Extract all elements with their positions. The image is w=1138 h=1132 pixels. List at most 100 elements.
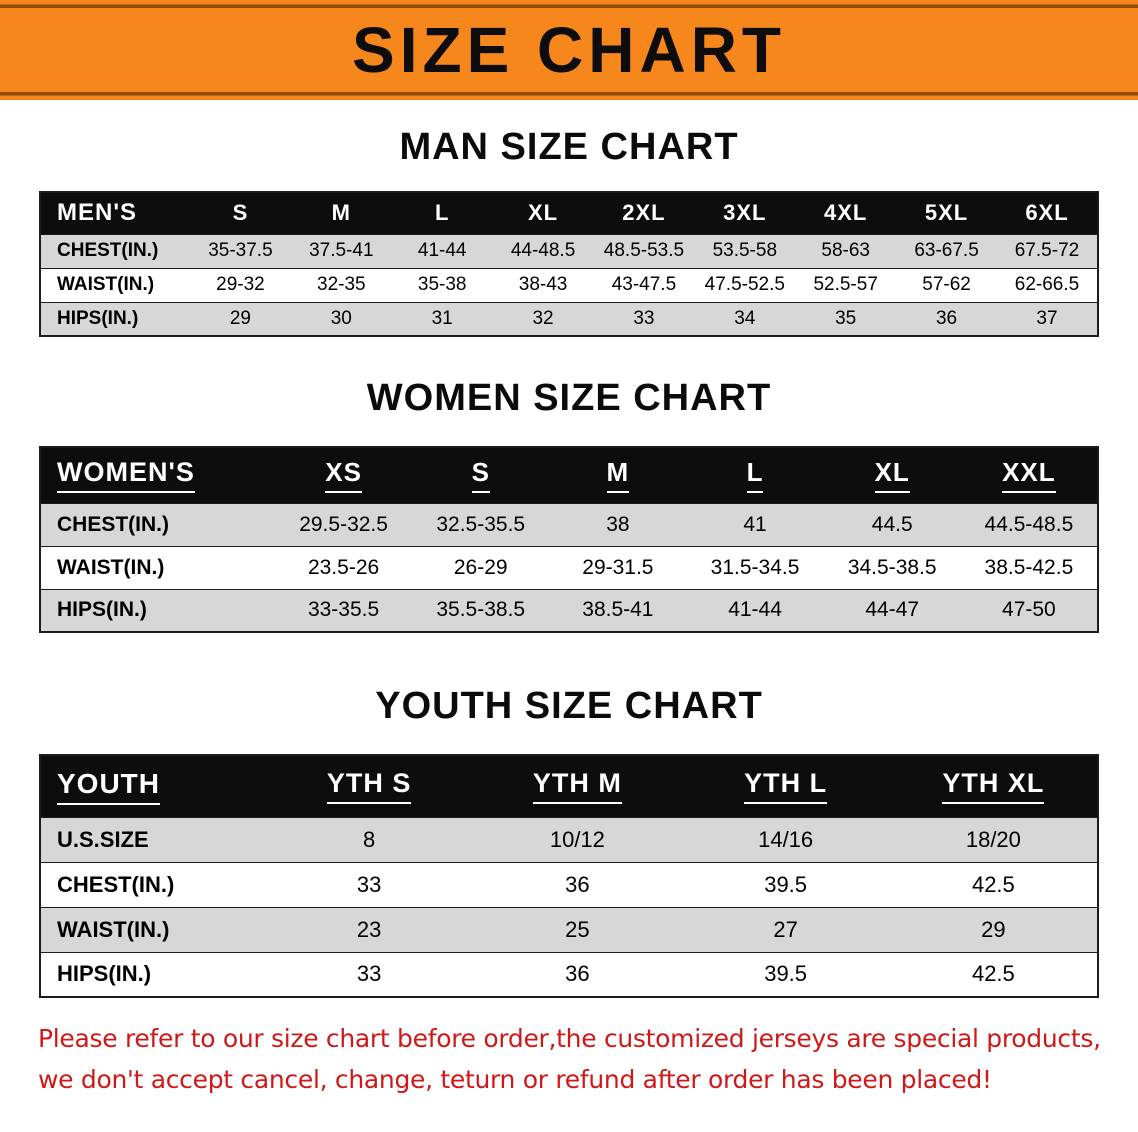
footer-line-2: we don't accept cancel, change, teturn o… — [38, 1065, 992, 1094]
value-cell: 37.5-41 — [290, 233, 392, 269]
value-cell: 30 — [290, 301, 392, 337]
value-cell: 29-32 — [190, 267, 291, 303]
value-cell: 38.5-42.5 — [960, 545, 1098, 590]
value-cell: 33 — [265, 951, 474, 998]
size-header-cell: YTH S — [265, 754, 474, 818]
men-section-heading: MAN SIZE CHART — [399, 126, 739, 168]
header-label: S — [471, 457, 490, 494]
value-cell: 42.5 — [889, 951, 1098, 998]
value-cell: 18/20 — [889, 816, 1098, 863]
measurement-row: WAIST(IN.) 23.5-26 26-29 29-31.5 31.5-34.5 34… — [40, 545, 1098, 590]
value-cell: 29 — [190, 301, 291, 337]
measurement-row: CHEST(IN.) 33 36 39.5 42.5 — [40, 861, 1098, 908]
value-cell: 32-35 — [290, 267, 392, 303]
value-cell: 38-43 — [492, 267, 594, 303]
row-label-cell: CHEST(IN.) — [40, 502, 275, 547]
row-label-cell: HIPS(IN.) — [40, 301, 190, 337]
row-label-cell: HIPS(IN.) — [40, 951, 265, 998]
header-label: YTH S — [326, 768, 412, 805]
value-cell: 43-47.5 — [593, 267, 695, 303]
value-cell: 34.5-38.5 — [823, 545, 961, 590]
size-header-cell: XXL — [960, 446, 1098, 504]
value-cell: 29 — [889, 906, 1098, 953]
measurement-row: HIPS(IN.) 33-35.5 35.5-38.5 38.5-41 41-44 44-… — [40, 588, 1098, 633]
header-label: 5XL — [924, 200, 969, 226]
value-cell: 25 — [473, 906, 682, 953]
value-cell: 29.5-32.5 — [275, 502, 413, 547]
value-cell: 63-67.5 — [896, 233, 997, 269]
measurement-row: HIPS(IN.) 29 30 31 32 33 34 35 36 37 — [40, 301, 1098, 337]
value-cell: 31 — [391, 301, 493, 337]
table-title-cell: YOUTH — [40, 754, 265, 818]
value-cell: 48.5-53.5 — [593, 233, 695, 269]
measurement-row: U.S.SIZE 8 10/12 14/16 18/20 — [40, 816, 1098, 863]
size-header-cell: XL — [492, 191, 594, 235]
header-row: YOUTH YTH S YTH M YTH L YTH XL — [40, 754, 1098, 818]
header-row: WOMEN'S XS S M L XL XXL — [40, 446, 1098, 504]
header-label: M — [331, 200, 351, 226]
size-header-cell: 3XL — [694, 191, 796, 235]
youth-size-section: YOUTH SIZE CHART YOUTH YTH S YTH M YTH L YTH… — [0, 685, 1138, 998]
header-label: YOUTH — [57, 768, 160, 805]
value-cell: 35-38 — [391, 267, 493, 303]
value-cell: 42.5 — [889, 861, 1098, 908]
value-cell: 41-44 — [686, 588, 824, 633]
size-header-cell: XL — [823, 446, 961, 504]
row-label-cell: HIPS(IN.) — [40, 588, 275, 633]
value-cell: 33 — [265, 861, 474, 908]
value-cell: 34 — [694, 301, 796, 337]
header-label: XXL — [1002, 457, 1056, 494]
value-cell: 33-35.5 — [275, 588, 413, 633]
measurement-row: WAIST(IN.) 23 25 27 29 — [40, 906, 1098, 953]
women-size-section: WOMEN SIZE CHART WOMEN'S XS S M L XL XXL CHEST(… — [0, 377, 1138, 633]
header-label: 4XL — [824, 200, 868, 226]
row-label-cell: CHEST(IN.) — [40, 233, 190, 269]
footer-note: Please refer to our size chart before or… — [38, 1024, 1138, 1094]
value-cell: 39.5 — [681, 861, 890, 908]
size-header-cell: YTH XL — [889, 754, 1098, 818]
measurement-row: CHEST(IN.) 35-37.5 37.5-41 41-44 44-48.5 48.5… — [40, 233, 1098, 269]
banner-title: SIZE CHART — [352, 14, 786, 86]
header-label: WOMEN'S — [57, 457, 195, 494]
row-label-cell: CHEST(IN.) — [40, 861, 265, 908]
footer-line-1: Please refer to our size chart before or… — [38, 1024, 1101, 1053]
value-cell: 58-63 — [795, 233, 897, 269]
size-header-cell: L — [391, 191, 493, 235]
value-cell: 33 — [593, 301, 695, 337]
value-cell: 44-47 — [823, 588, 961, 633]
header-label: M — [606, 457, 630, 494]
men-size-table: MEN'S S M L XL 2XL 3XL 4XL 5XL 6XL CHEST(IN.) 35-37… — [39, 191, 1099, 337]
value-cell: 57-62 — [896, 267, 997, 303]
value-cell: 53.5-58 — [694, 233, 796, 269]
value-cell: 37 — [997, 301, 1098, 337]
value-cell: 67.5-72 — [997, 233, 1098, 269]
header-label: L — [434, 200, 450, 226]
size-header-cell: S — [412, 446, 550, 504]
size-header-cell: M — [290, 191, 392, 235]
header-row: MEN'S S M L XL 2XL 3XL 4XL 5XL 6XL — [40, 191, 1098, 235]
value-cell: 10/12 — [473, 816, 682, 863]
value-cell: 32 — [492, 301, 594, 337]
size-header-cell: YTH L — [681, 754, 890, 818]
value-cell: 29-31.5 — [549, 545, 687, 590]
size-header-cell: 6XL — [997, 191, 1098, 235]
header-label: YTH M — [532, 768, 622, 805]
value-cell: 36 — [896, 301, 997, 337]
value-cell: 35.5-38.5 — [412, 588, 550, 633]
row-label-cell: WAIST(IN.) — [40, 267, 190, 303]
size-header-cell: L — [686, 446, 824, 504]
row-label-cell: WAIST(IN.) — [40, 906, 265, 953]
women-section-heading: WOMEN SIZE CHART — [366, 377, 772, 419]
youth-section-heading: YOUTH SIZE CHART — [375, 685, 763, 727]
value-cell: 23 — [265, 906, 474, 953]
size-header-cell: 4XL — [795, 191, 897, 235]
row-label-cell: U.S.SIZE — [40, 816, 265, 863]
measurement-row: HIPS(IN.) 33 36 39.5 42.5 — [40, 951, 1098, 998]
value-cell: 14/16 — [681, 816, 890, 863]
value-cell: 47-50 — [960, 588, 1098, 633]
value-cell: 27 — [681, 906, 890, 953]
value-cell: 38 — [549, 502, 687, 547]
value-cell: 36 — [473, 951, 682, 998]
men-size-section: MAN SIZE CHART MEN'S S M L XL 2XL 3XL 4XL 5XL 6XL… — [0, 126, 1138, 337]
header-label: 2XL — [622, 200, 666, 226]
